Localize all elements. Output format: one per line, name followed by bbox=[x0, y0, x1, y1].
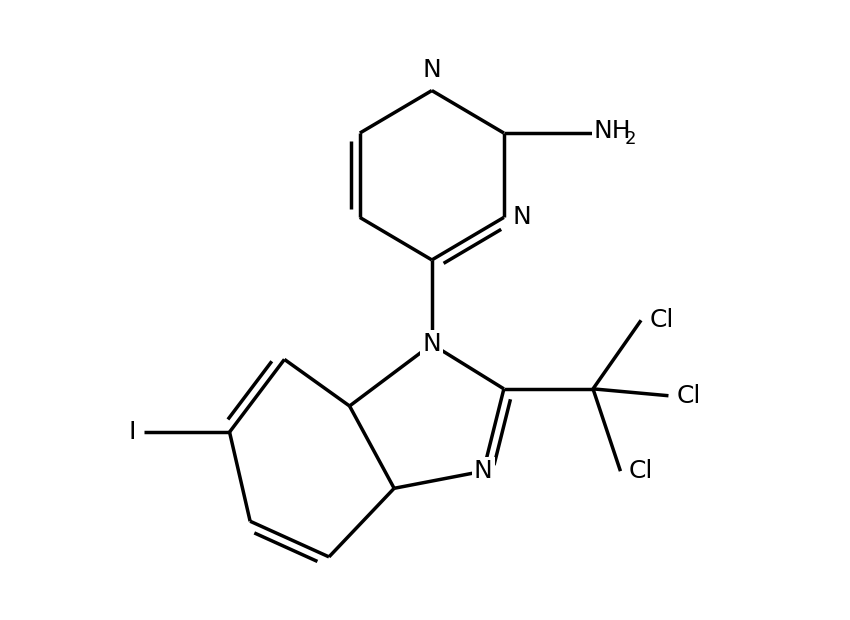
Text: N: N bbox=[512, 205, 531, 229]
Text: N: N bbox=[422, 332, 441, 356]
Text: N: N bbox=[474, 459, 493, 483]
Text: Cl: Cl bbox=[649, 308, 674, 332]
Text: Cl: Cl bbox=[677, 384, 701, 408]
Text: N: N bbox=[422, 58, 441, 82]
Text: 2: 2 bbox=[625, 130, 636, 148]
Text: Cl: Cl bbox=[629, 459, 653, 483]
Text: NH: NH bbox=[593, 119, 631, 143]
Text: I: I bbox=[128, 420, 136, 444]
